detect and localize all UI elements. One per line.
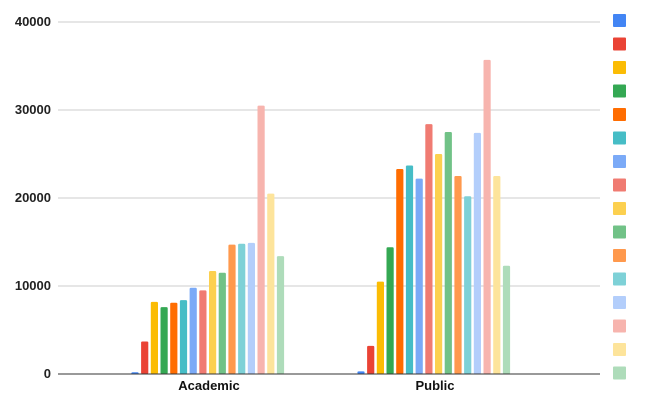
y-tick-label: 40000: [15, 14, 51, 29]
legend-swatch: [613, 202, 626, 215]
bar: [276, 256, 285, 374]
bar: [357, 371, 365, 374]
legend-swatch: [613, 37, 626, 51]
legend-swatch: [613, 249, 626, 262]
legend-swatch: [613, 319, 626, 333]
legend-swatch: [613, 61, 626, 74]
bar: [228, 244, 236, 374]
bar: [454, 176, 462, 374]
legend-swatch: [613, 225, 626, 239]
bar: [396, 168, 404, 374]
bar: [209, 271, 217, 374]
bar: [189, 287, 197, 374]
y-tick-label: 10000: [15, 278, 51, 293]
bar: [218, 272, 226, 374]
bar: [150, 301, 158, 374]
y-tick-label: 0: [44, 366, 51, 381]
bar: [473, 132, 481, 374]
bar: [493, 176, 501, 374]
bar: [464, 196, 472, 374]
y-axis-tick-labels: 0 10000 20000 30000 40000: [15, 14, 51, 381]
legend-swatch: [613, 343, 626, 356]
legend-swatch: [613, 131, 626, 145]
legend-swatch: [613, 296, 626, 309]
bar: [160, 307, 168, 374]
legend-swatch: [613, 108, 626, 121]
bar: [444, 132, 452, 374]
legend-swatch: [613, 14, 626, 27]
bar: [405, 165, 414, 374]
bar: [247, 242, 255, 374]
bar: [435, 154, 443, 374]
bar: [170, 302, 178, 374]
legend-swatch: [613, 178, 626, 192]
bar: [386, 247, 394, 374]
legend: [613, 14, 626, 380]
x-tick-label: Public: [415, 378, 454, 393]
category-labels: Academic Public: [178, 378, 454, 393]
bar: [483, 59, 491, 375]
bar: [415, 178, 423, 374]
bar: [179, 300, 188, 374]
legend-swatch: [613, 366, 626, 380]
y-tick-label: 30000: [15, 102, 51, 117]
bar: [199, 290, 207, 374]
bar: [238, 243, 246, 374]
legend-swatch: [613, 272, 626, 286]
x-tick-label: Academic: [178, 378, 239, 393]
bar: [367, 345, 375, 374]
bars: [131, 59, 511, 375]
bar: [257, 105, 265, 374]
bar: [502, 265, 511, 374]
bar: [141, 341, 149, 374]
legend-swatch: [613, 155, 626, 168]
bar: [376, 281, 384, 374]
legend-swatch: [613, 84, 626, 98]
gridlines: [58, 21, 600, 287]
y-tick-label: 20000: [15, 190, 51, 205]
bar: [267, 193, 275, 374]
bar: [425, 124, 433, 374]
